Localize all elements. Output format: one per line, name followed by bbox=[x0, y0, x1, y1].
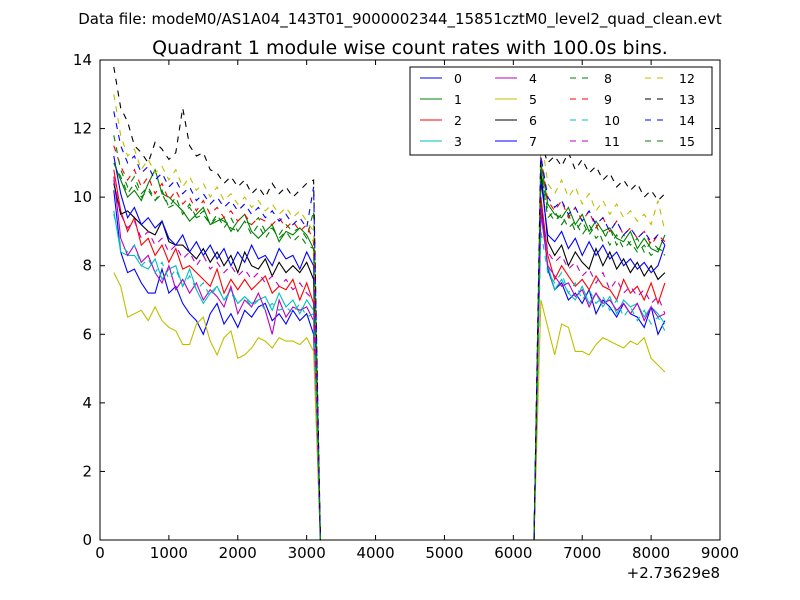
x-offset-label: +2.73629e8 bbox=[627, 564, 720, 582]
y-tick-label: 12 bbox=[73, 120, 92, 138]
y-tick-label: 10 bbox=[73, 188, 92, 206]
figure-suptitle: Data file: modeM0/AS1A04_143T01_90000023… bbox=[78, 10, 722, 29]
series-line-4 bbox=[113, 176, 666, 541]
legend-label-8: 8 bbox=[604, 71, 612, 86]
y-tick-label: 2 bbox=[82, 462, 92, 480]
series-line-10 bbox=[113, 214, 666, 541]
legend-label-12: 12 bbox=[679, 71, 695, 86]
y-tick-label: 6 bbox=[82, 325, 92, 343]
legend-label-7: 7 bbox=[529, 134, 537, 149]
x-tick-label: 6000 bbox=[494, 544, 532, 562]
series-line-5 bbox=[113, 272, 666, 541]
legend-label-11: 11 bbox=[604, 134, 620, 149]
legend-label-14: 14 bbox=[679, 113, 695, 128]
series-line-6 bbox=[113, 169, 666, 541]
series-line-15 bbox=[113, 135, 666, 541]
legend-label-2: 2 bbox=[454, 113, 462, 128]
x-tick-label: 7000 bbox=[563, 544, 601, 562]
x-tick-label: 1000 bbox=[150, 544, 188, 562]
legend-label-4: 4 bbox=[529, 71, 537, 86]
legend-label-3: 3 bbox=[454, 134, 462, 149]
series-line-11 bbox=[113, 179, 666, 541]
axis-ticks: 0 1000 2000 3000 4000 5000 6000 7000 8000 9000 0 2 4… bbox=[73, 51, 739, 562]
y-tick-label: 14 bbox=[73, 51, 92, 69]
legend-frame bbox=[409, 66, 713, 156]
y-tick-label: 4 bbox=[82, 394, 92, 412]
legend-label-0: 0 bbox=[454, 71, 462, 86]
y-tick-label: 0 bbox=[82, 531, 92, 549]
legend-label-5: 5 bbox=[529, 92, 537, 107]
series-line-3 bbox=[113, 210, 666, 541]
x-tick-label: 8000 bbox=[632, 544, 670, 562]
x-tick-label: 4000 bbox=[356, 544, 394, 562]
series-line-12 bbox=[113, 94, 666, 541]
legend-label-6: 6 bbox=[529, 113, 537, 128]
x-tick-label: 3000 bbox=[288, 544, 326, 562]
x-tick-label: 0 bbox=[95, 544, 105, 562]
chart-title: Quadrant 1 module wise count rates with … bbox=[152, 37, 668, 59]
plot-frame bbox=[99, 59, 721, 541]
legend-label-13: 13 bbox=[679, 92, 695, 107]
legend-label-9: 9 bbox=[604, 92, 612, 107]
legend-label-10: 10 bbox=[604, 113, 620, 128]
x-tick-label: 2000 bbox=[219, 544, 257, 562]
legend-label-1: 1 bbox=[454, 92, 462, 107]
series-line-13 bbox=[113, 66, 666, 541]
x-tick-label: 9000 bbox=[701, 544, 739, 562]
series-line-14 bbox=[113, 111, 666, 541]
series-line-2 bbox=[113, 169, 666, 541]
x-tick-label: 5000 bbox=[425, 544, 463, 562]
y-tick-label: 8 bbox=[82, 257, 92, 275]
legend-label-15: 15 bbox=[679, 134, 695, 149]
